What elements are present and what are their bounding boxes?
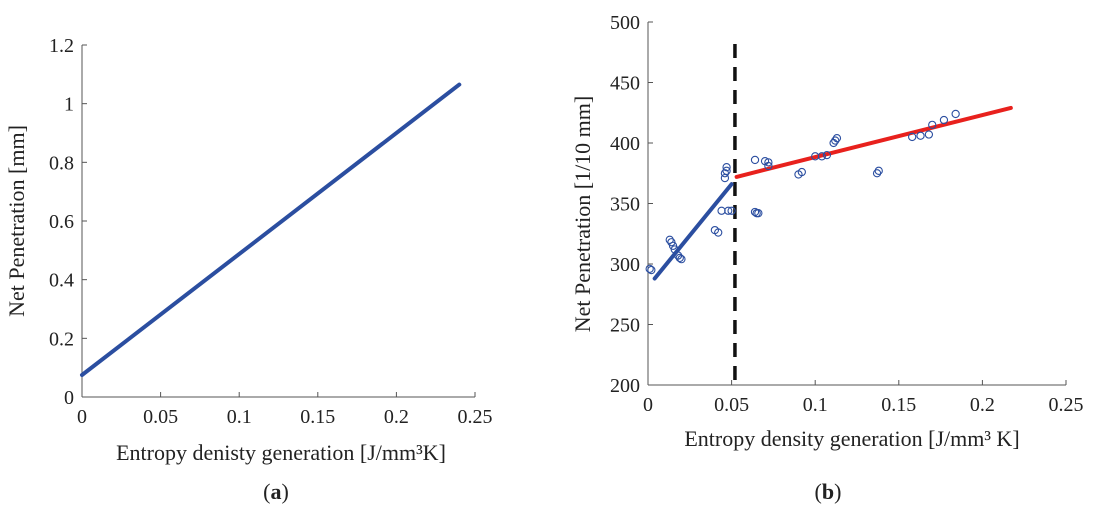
panel-b-data-point xyxy=(817,152,827,161)
panel-b-points xyxy=(645,109,960,275)
panel-b-y-tick-label: 450 xyxy=(610,73,640,95)
panel-b-x-tick-label: 0.25 xyxy=(1049,394,1084,416)
panel-a-y-tick-label: 1.2 xyxy=(49,35,74,57)
panel-b-y-tick-label: 300 xyxy=(610,254,640,276)
panel-b-data-point xyxy=(754,209,763,218)
panel-a-x-tick-label: 0.1 xyxy=(227,406,252,428)
panel-b-data-point xyxy=(677,255,686,264)
panel-b-data-point xyxy=(939,115,949,125)
panel-b-x-tick-label: 0 xyxy=(643,394,653,416)
panel-b-data-point xyxy=(872,169,882,178)
panel-a-y-tick-label: 0.6 xyxy=(49,211,74,233)
panel-a-series xyxy=(80,82,462,377)
panel-b-ticks: 0 0.05 0.1 0.15 0.2 0.25 200 250 300 350 400 450 500 xyxy=(610,12,1084,416)
panel-b-y-tick-label: 500 xyxy=(610,12,640,34)
panel-a: 0 0.05 0.1 0.15 0.2 0.25 0 0.2 0.4 0.6 0.8 1 1.2 Ent… xyxy=(4,35,493,504)
panel-b-data-point xyxy=(822,150,832,160)
panel-b-data-point xyxy=(720,169,730,178)
panel-b-data-point xyxy=(797,167,806,177)
panel-b-data-point xyxy=(916,131,925,140)
panel-b-data-point xyxy=(764,158,773,167)
panel-b-data-point xyxy=(727,206,736,215)
panel-a-x-tick-label: 0.15 xyxy=(300,406,335,428)
panel-b-data-point xyxy=(928,120,937,129)
panel-b-data-point xyxy=(722,166,731,175)
panel-a-x-tick-label: 0.25 xyxy=(458,406,493,428)
panel-a-label: (a) xyxy=(263,479,289,504)
panel-b-x-tick-label: 0.05 xyxy=(714,394,749,416)
panel-b-x-tick-label: 0.2 xyxy=(970,394,995,416)
panel-b-y-tick-label: 200 xyxy=(610,375,640,397)
panel-b-data-point xyxy=(647,265,656,275)
panel-b-data-point xyxy=(831,136,840,145)
panel-b-y-tick-label: 400 xyxy=(610,133,640,155)
panel-a-y-tick-label: 0 xyxy=(64,387,74,409)
panel-b-data-point xyxy=(874,166,883,175)
panel-b-data-point xyxy=(717,206,726,215)
panel-b-label: (b) xyxy=(815,479,842,504)
panel-b-data-point xyxy=(764,161,773,171)
panel-a-x-tick-label: 0 xyxy=(77,406,87,428)
panel-a-y-tick-label: 0.2 xyxy=(49,328,74,350)
panel-a-y-tick-label: 0.8 xyxy=(49,152,74,174)
panel-b-data-point xyxy=(924,130,934,139)
panel-b-data-point xyxy=(750,155,760,165)
panel-b-data-point xyxy=(645,264,654,273)
panel-a-ticks: 0 0.05 0.1 0.15 0.2 0.25 0 0.2 0.4 0.6 0.8 1 1.2 xyxy=(49,35,493,428)
panel-b-data-point xyxy=(832,134,842,143)
panel-a-y-tick-label: 0.4 xyxy=(49,270,74,292)
panel-b-data-point xyxy=(722,163,731,172)
panel-b-x-tick-label: 0.15 xyxy=(881,394,916,416)
panel-a-series-line xyxy=(80,82,462,377)
panel-b-y-tick-label: 350 xyxy=(610,194,640,216)
panel-a-x-tick-label: 0.2 xyxy=(384,406,409,428)
panel-b-y-tick-label: 250 xyxy=(610,315,640,337)
panel-b-data-point xyxy=(714,228,723,237)
panel-b-data-point xyxy=(908,132,917,142)
panel-a-x-tick-label: 0.05 xyxy=(143,406,178,428)
panel-a-y-axis-label: Net Penetration [mm] xyxy=(4,125,29,317)
panel-a-x-axis-label: Entropy denisty generation [J/mm³K] xyxy=(116,440,446,465)
panel-b-x-tick-label: 0.1 xyxy=(803,394,828,416)
panel-b-fit-line-low xyxy=(652,182,734,281)
panel-b-fit-line-high xyxy=(734,105,1013,179)
panel-b-y-axis-label: Net Penetration [1/10 mm] xyxy=(570,96,595,332)
panel-b-data-point xyxy=(724,206,733,215)
panel-b-x-axis-label: Entropy density generation [J/mm³ K] xyxy=(684,426,1019,451)
panel-a-y-tick-label: 1 xyxy=(64,94,74,116)
panel-b-data-point xyxy=(675,253,684,263)
panel-b-fits xyxy=(652,105,1013,281)
panel-b-data-point xyxy=(951,109,960,119)
panel-b: 0 0.05 0.1 0.15 0.2 0.25 200 250 300 350 400 450 500… xyxy=(570,12,1084,504)
